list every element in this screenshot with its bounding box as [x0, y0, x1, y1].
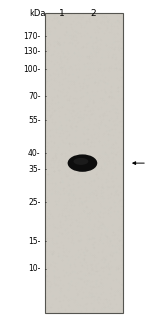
Text: 40-: 40- [28, 149, 40, 158]
Text: 170-: 170- [23, 32, 40, 41]
Ellipse shape [68, 154, 97, 172]
Text: 15-: 15- [28, 237, 40, 246]
Ellipse shape [74, 158, 88, 165]
Text: 55-: 55- [28, 116, 40, 125]
Text: 35-: 35- [28, 165, 40, 174]
Bar [45, 13, 123, 313]
Text: 70-: 70- [28, 92, 40, 101]
Text: 10-: 10- [28, 264, 40, 273]
Text: 100-: 100- [23, 65, 40, 74]
Text: kDa: kDa [29, 9, 46, 18]
Text: 25-: 25- [28, 198, 40, 207]
Text: 130-: 130- [23, 47, 40, 56]
Text: 2: 2 [91, 9, 96, 18]
Text: 1: 1 [59, 9, 65, 18]
